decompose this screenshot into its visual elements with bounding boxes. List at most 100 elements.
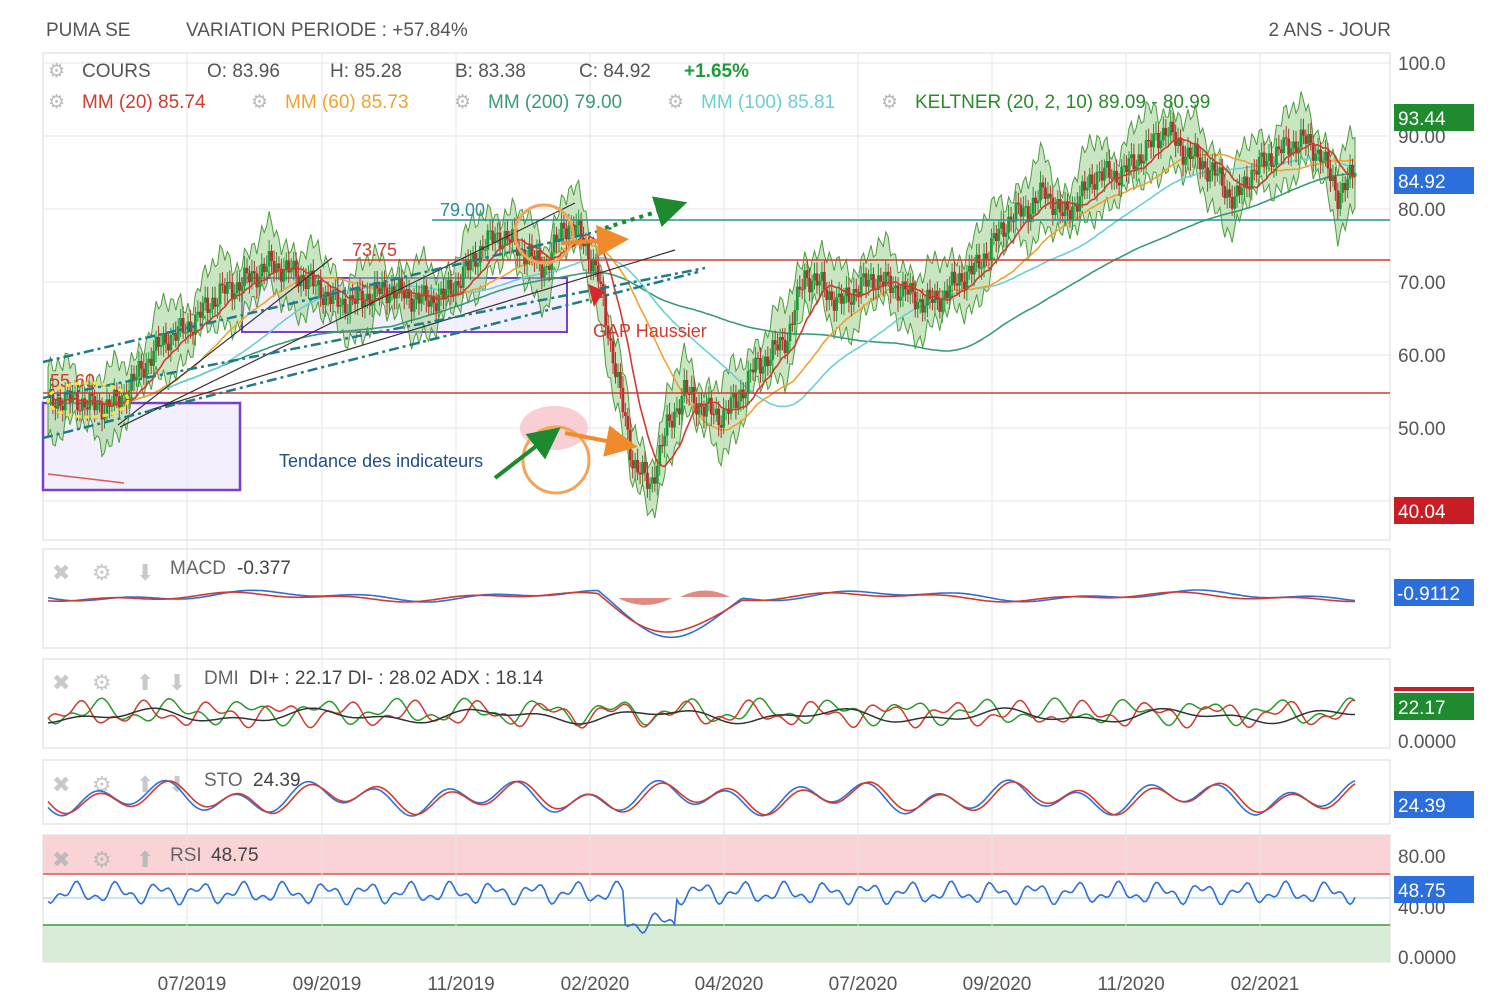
candle-body <box>668 414 671 421</box>
close-icon[interactable]: ✖ <box>52 772 70 797</box>
candle-body <box>395 292 399 299</box>
candle-body <box>692 386 696 404</box>
y-tick-label: 90.00 <box>1398 127 1446 148</box>
candle-body <box>1186 147 1190 157</box>
candle-body <box>1004 232 1008 237</box>
candle-body <box>958 273 961 286</box>
candle-body <box>832 299 836 311</box>
gear-icon[interactable]: ⚙ <box>92 847 112 872</box>
macd-badge: -0.9112 <box>1397 584 1460 605</box>
candle-body <box>422 285 426 296</box>
candle-body <box>923 305 927 313</box>
candle-body <box>773 340 777 345</box>
candle-body <box>1206 167 1209 182</box>
candle-body <box>1351 164 1354 177</box>
candle-body <box>535 250 539 261</box>
gear-icon[interactable]: ⚙ <box>48 61 65 82</box>
candle-body <box>891 288 895 293</box>
candle-body <box>943 290 947 299</box>
candle-body <box>697 403 701 415</box>
candle-body <box>307 275 310 289</box>
macd-histogram <box>680 590 730 597</box>
gear-icon[interactable]: ⚙ <box>454 92 471 113</box>
candle-body <box>420 295 423 304</box>
candle-body <box>1274 146 1278 166</box>
candle-body <box>1208 170 1212 182</box>
candle-body <box>1078 196 1082 212</box>
candle-body <box>805 270 809 279</box>
candle-body <box>83 398 87 408</box>
arrow-down-icon[interactable]: ⬇ <box>136 560 154 585</box>
candle-body <box>415 292 418 300</box>
y-axis: 100.0 90.00 80.00 70.00 60.00 50.00 <box>1398 54 1446 440</box>
candle-body <box>1233 196 1237 209</box>
x-tick-label: 11/2020 <box>1097 974 1164 995</box>
gear-icon[interactable]: ⚙ <box>92 560 112 585</box>
candle-body <box>744 393 748 399</box>
candle-body <box>292 260 296 270</box>
candle-body <box>754 357 757 373</box>
candle-body <box>208 309 212 313</box>
gear-icon[interactable]: ⚙ <box>48 92 65 113</box>
gear-icon[interactable]: ⚙ <box>881 92 898 113</box>
candle-body <box>1051 197 1055 215</box>
channel-line <box>42 270 699 440</box>
candle-body <box>255 273 259 288</box>
candle-body <box>1331 176 1335 182</box>
candle-body <box>609 338 612 341</box>
candle-body <box>444 289 448 300</box>
candle-body <box>1159 140 1163 149</box>
candle-body <box>1139 154 1143 164</box>
candle-body <box>1270 153 1273 167</box>
gear-icon[interactable]: ⚙ <box>667 92 684 113</box>
candle-body <box>361 290 364 307</box>
rsi-tick-40: 40.00 <box>1398 898 1446 919</box>
candle-body <box>174 332 178 341</box>
arrow-down-icon[interactable]: ⬇ <box>168 670 186 695</box>
candle-body <box>766 356 770 366</box>
candle-body <box>363 300 367 307</box>
arrow-up-icon[interactable]: ⬆ <box>136 670 154 695</box>
legend: ⚙ COURS O: 83.96 H: 85.28 B: 83.38 C: 84… <box>48 61 1210 113</box>
candle-body <box>412 299 416 312</box>
candle-body <box>722 409 726 428</box>
period-label[interactable]: 2 ANS - JOUR <box>1269 20 1391 41</box>
upper-badge: 93.44 <box>1398 109 1446 130</box>
candle-body <box>1012 221 1015 223</box>
sto-lines <box>47 779 1356 817</box>
gear-icon[interactable]: ⚙ <box>92 670 112 695</box>
highlight-circle <box>513 203 575 265</box>
close-icon[interactable]: ✖ <box>52 560 70 585</box>
candle-body <box>1083 181 1087 191</box>
candle-body <box>763 356 767 367</box>
candle-body <box>356 289 359 304</box>
candle-body <box>545 266 549 268</box>
candle-body <box>1346 178 1350 191</box>
candle-body <box>164 332 168 344</box>
arrow-up-icon[interactable]: ⬆ <box>136 847 154 872</box>
close-icon[interactable]: ✖ <box>52 670 70 695</box>
candle-body <box>564 228 568 240</box>
candle-body <box>1021 207 1025 217</box>
candle-body <box>348 295 352 313</box>
candle-body <box>847 287 851 303</box>
candle-body <box>137 360 141 377</box>
legend-mm100: MM (100) 85.81 <box>701 92 835 113</box>
dmi-panel <box>42 658 1391 749</box>
variation-text: VARIATION PERIODE : +57.84% <box>186 20 468 41</box>
candle-body <box>690 386 694 395</box>
candle-body <box>938 299 942 312</box>
gear-icon[interactable]: ⚙ <box>251 92 268 113</box>
candle-body <box>1294 141 1298 154</box>
candle-body <box>798 286 802 290</box>
projection-arrow <box>604 196 688 230</box>
candle-body <box>144 362 148 378</box>
candle-body <box>71 394 74 403</box>
candle-body <box>673 411 676 428</box>
tendance-label: Tendance des indicateurs <box>279 451 483 471</box>
candle-body <box>867 280 870 287</box>
close-icon[interactable]: ✖ <box>52 847 70 872</box>
candle-body <box>803 270 807 290</box>
candle-body <box>795 286 799 311</box>
candle-body <box>800 289 804 291</box>
